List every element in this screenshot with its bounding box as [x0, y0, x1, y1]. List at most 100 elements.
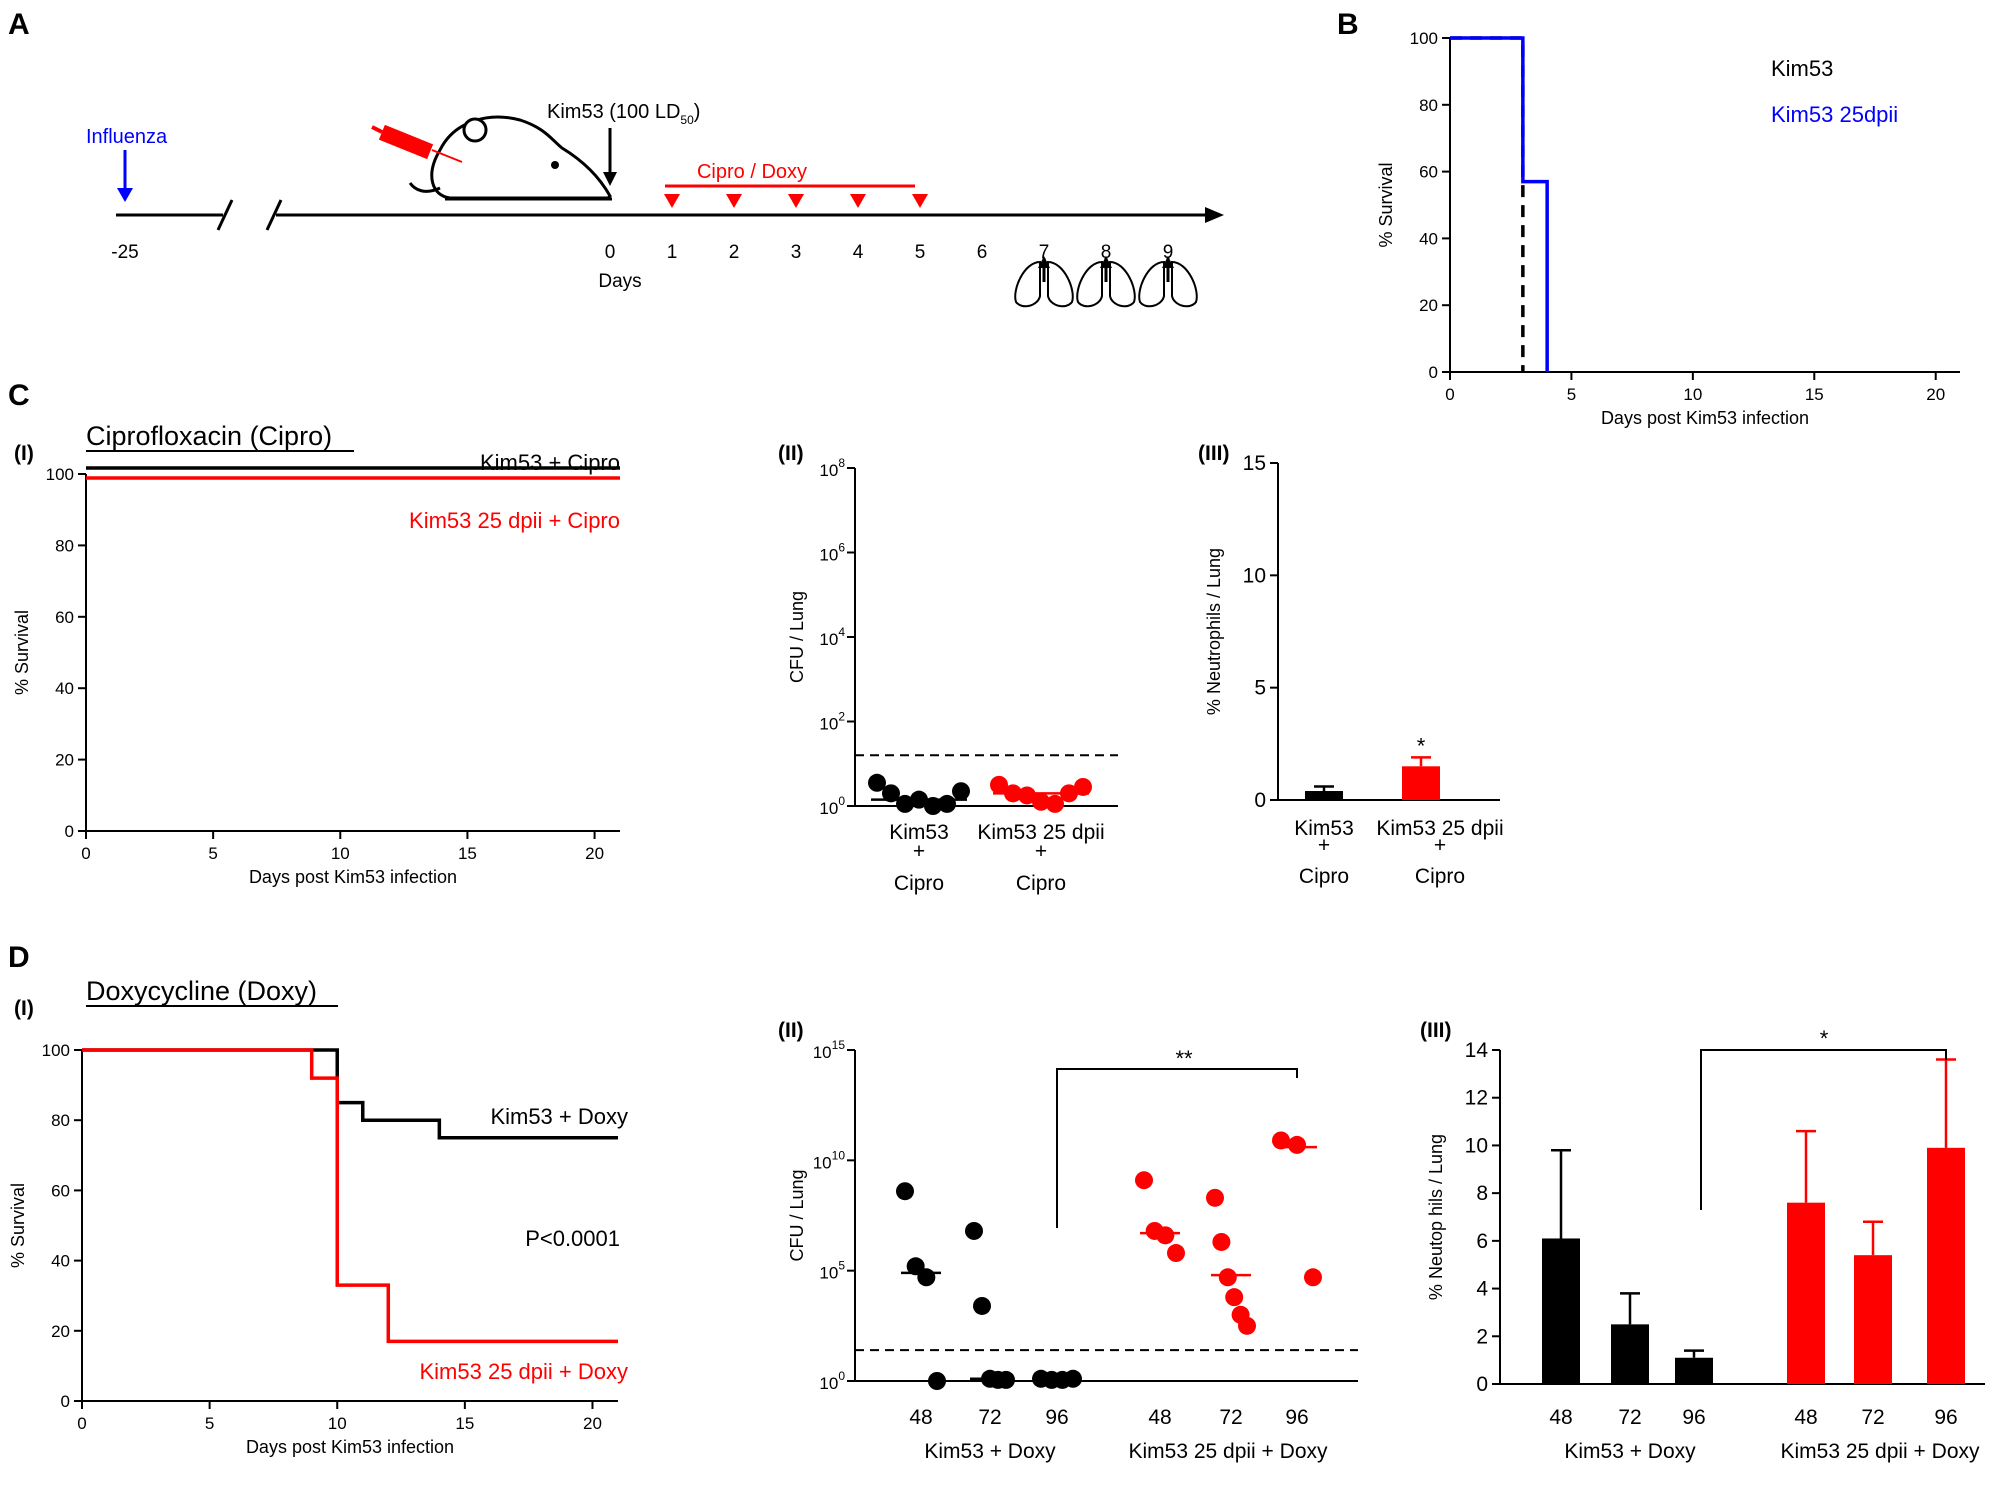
y-tick-label: 20 — [51, 1322, 70, 1341]
x-tick-label: 5 — [205, 1414, 214, 1433]
y-tick-label: 0 — [1429, 363, 1438, 382]
bar — [1305, 791, 1343, 800]
group-label: + — [1318, 834, 1330, 857]
x-axis-title: Days post Kim53 infection — [246, 1437, 454, 1457]
y-tick-label: 0 — [61, 1392, 70, 1411]
lung-right-lobe — [1109, 260, 1136, 308]
y-tick-label: 20 — [55, 751, 74, 770]
day-label-1: 1 — [667, 242, 678, 263]
legend-entry-2: Kim53 25 dpii + Cipro — [409, 508, 620, 533]
x-tick-label: 0 — [1445, 385, 1454, 404]
y-tick-label: 40 — [55, 679, 74, 698]
significance-bracket — [1056, 1068, 1298, 1228]
p-value-annotation: P<0.0001 — [525, 1226, 620, 1251]
significance-marker: * — [1820, 1026, 1829, 1051]
data-point — [924, 797, 942, 815]
y-tick-label: 80 — [51, 1111, 70, 1130]
x-tick-label: 5 — [208, 844, 217, 863]
bar — [1927, 1147, 1965, 1384]
data-point — [1135, 1171, 1153, 1190]
lung-harvest-icons — [1014, 256, 1198, 308]
data-point — [917, 1268, 936, 1287]
y-tick-label: 104 — [819, 625, 845, 649]
y-tick-label: 60 — [51, 1181, 70, 1200]
lung-icon-day-9 — [1138, 256, 1198, 308]
y-tick-label: 6 — [1476, 1230, 1488, 1253]
data-point — [1238, 1316, 1256, 1335]
experimental-timeline: Influenza Kim53 (100 LD50) Cipro / Doxy … — [86, 101, 1224, 308]
y-tick-label: 2 — [1476, 1325, 1488, 1348]
x-axis-title: Days post Kim53 infection — [249, 867, 457, 887]
y-tick-label: 100 — [42, 1041, 70, 1060]
panel-label-b: B — [1337, 8, 1359, 41]
series-line-1 — [1450, 36, 1525, 372]
y-tick-label: 1015 — [813, 1038, 846, 1062]
influenza-arrowhead — [117, 188, 133, 202]
y-tick-label: 102 — [819, 710, 845, 734]
subpanel-c-ii: (II) — [778, 442, 804, 465]
y-tick-label: 80 — [1419, 96, 1438, 115]
x-tick-label: 48 — [1549, 1406, 1572, 1429]
subpanel-c-iii: (III) — [1198, 442, 1230, 465]
y-tick-label: 60 — [1419, 163, 1438, 182]
x-tick-label: 20 — [583, 1414, 602, 1433]
x-tick-label: 72 — [978, 1406, 1001, 1429]
group-label: Kim53 25 dpii — [977, 821, 1104, 844]
x-tick-label: 96 — [1285, 1406, 1308, 1429]
lung-icon-day-7 — [1014, 256, 1074, 308]
legend-entry-1: Kim53 + Cipro — [480, 450, 620, 475]
x-tick-label: 15 — [1805, 385, 1824, 404]
x-tick-label: 15 — [458, 844, 477, 863]
data-point — [1304, 1268, 1322, 1287]
y-tick-label: 1010 — [813, 1148, 846, 1172]
day-label-7: 7 — [1039, 242, 1050, 263]
x-tick-label: 15 — [455, 1414, 474, 1433]
y-tick-label: 15 — [1243, 452, 1266, 475]
x-tick-label: 72 — [1861, 1406, 1884, 1429]
day-label-8: 8 — [1101, 242, 1112, 263]
timeline-axis-label: Days — [598, 271, 641, 292]
bar — [1402, 766, 1440, 800]
chart-title: Ciprofloxacin (Cipro) — [86, 421, 332, 451]
data-point — [938, 794, 956, 813]
x-tick-label: 72 — [1219, 1406, 1242, 1429]
group-label: Kim53 + Doxy — [924, 1440, 1056, 1463]
day-label-4: 4 — [853, 242, 864, 263]
influenza-label: Influenza — [86, 126, 168, 148]
x-tick-label: 72 — [1618, 1406, 1641, 1429]
y-tick-label: 0 — [1254, 789, 1266, 812]
day-label-2: 2 — [729, 242, 740, 263]
group-label: Cipro — [1299, 865, 1349, 888]
y-axis-title: CFU / Lung — [787, 591, 807, 683]
x-tick-label: 0 — [77, 1414, 86, 1433]
data-point — [1046, 794, 1064, 813]
timeline-day-labels: -25 0 1 2 3 4 5 6 7 8 9 — [111, 242, 1173, 263]
y-tick-label: 12 — [1465, 1087, 1488, 1110]
subpanel-c-i: (I) — [14, 442, 34, 465]
treatment-label: Cipro / Doxy — [697, 161, 807, 183]
y-tick-label: 4 — [1476, 1278, 1488, 1301]
y-tick-label: 0 — [65, 822, 74, 841]
subpanel-d-iii: (III) — [1420, 1019, 1452, 1042]
treatment-marker-day-2 — [726, 194, 742, 208]
x-tick-label: 96 — [1045, 1406, 1068, 1429]
x-tick-label: 96 — [1934, 1406, 1957, 1429]
bar — [1675, 1357, 1713, 1384]
y-axis-title: % Neutrophils / Lung — [1204, 548, 1224, 715]
data-point — [1272, 1131, 1290, 1150]
y-tick-label: 105 — [819, 1259, 845, 1283]
group-label: Kim53 25 dpii — [1376, 817, 1503, 840]
y-axis-title: % Survival — [1376, 162, 1396, 247]
data-point — [1288, 1135, 1306, 1154]
x-axis-title: Days post Kim53 infection — [1601, 408, 1809, 428]
y-tick-label: 10 — [1465, 1134, 1488, 1157]
x-tick-label: 96 — [1682, 1406, 1705, 1429]
lung-right-lobe — [1047, 260, 1074, 308]
panel-label-d: D — [8, 941, 30, 974]
panel-label-c: C — [8, 379, 30, 412]
x-tick-label: 20 — [585, 844, 604, 863]
data-point — [928, 1372, 946, 1390]
group-label: Cipro — [894, 872, 944, 895]
